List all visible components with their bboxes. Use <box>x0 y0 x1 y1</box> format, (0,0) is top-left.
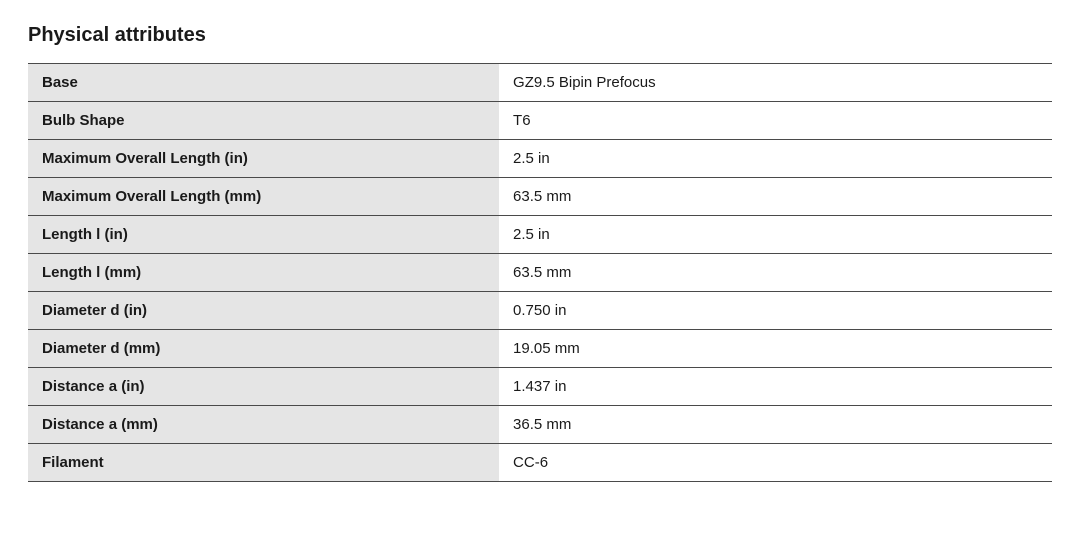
table-row: Distance a (in) 1.437 in <box>28 368 1052 406</box>
table-row: Maximum Overall Length (mm) 63.5 mm <box>28 178 1052 216</box>
spec-value: 0.750 in <box>499 292 1052 330</box>
spec-table: Base GZ9.5 Bipin Prefocus Bulb Shape T6 … <box>28 63 1052 482</box>
spec-label: Distance a (mm) <box>28 406 499 444</box>
spec-value: 63.5 mm <box>499 178 1052 216</box>
table-row: Base GZ9.5 Bipin Prefocus <box>28 64 1052 102</box>
spec-label: Bulb Shape <box>28 102 499 140</box>
table-row: Diameter d (in) 0.750 in <box>28 292 1052 330</box>
spec-label: Filament <box>28 444 499 482</box>
spec-label: Length l (mm) <box>28 254 499 292</box>
table-row: Length l (mm) 63.5 mm <box>28 254 1052 292</box>
spec-value: 63.5 mm <box>499 254 1052 292</box>
spec-value: 2.5 in <box>499 140 1052 178</box>
spec-label: Diameter d (mm) <box>28 330 499 368</box>
spec-value: 1.437 in <box>499 368 1052 406</box>
spec-value: 36.5 mm <box>499 406 1052 444</box>
table-row: Diameter d (mm) 19.05 mm <box>28 330 1052 368</box>
spec-label: Maximum Overall Length (mm) <box>28 178 499 216</box>
table-row: Maximum Overall Length (in) 2.5 in <box>28 140 1052 178</box>
spec-value: GZ9.5 Bipin Prefocus <box>499 64 1052 102</box>
table-row: Filament CC-6 <box>28 444 1052 482</box>
table-row: Bulb Shape T6 <box>28 102 1052 140</box>
section-title: Physical attributes <box>28 24 1052 47</box>
spec-label: Maximum Overall Length (in) <box>28 140 499 178</box>
spec-value: CC-6 <box>499 444 1052 482</box>
spec-value: T6 <box>499 102 1052 140</box>
spec-label: Base <box>28 64 499 102</box>
spec-value: 2.5 in <box>499 216 1052 254</box>
spec-value: 19.05 mm <box>499 330 1052 368</box>
table-row: Length l (in) 2.5 in <box>28 216 1052 254</box>
spec-label: Diameter d (in) <box>28 292 499 330</box>
spec-label: Length l (in) <box>28 216 499 254</box>
spec-label: Distance a (in) <box>28 368 499 406</box>
table-row: Distance a (mm) 36.5 mm <box>28 406 1052 444</box>
